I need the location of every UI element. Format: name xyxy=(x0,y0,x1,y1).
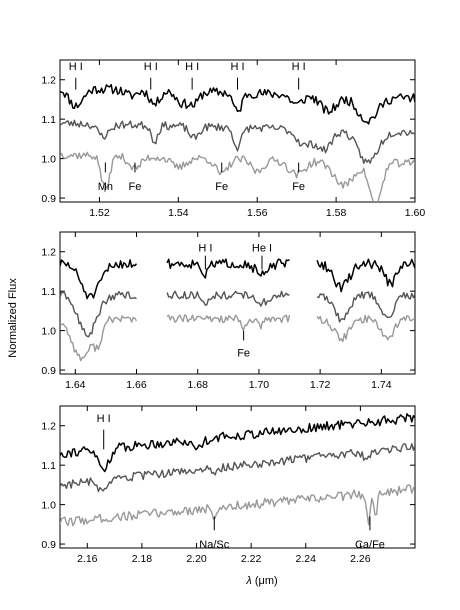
x-tick-label: 2.20 xyxy=(186,553,207,565)
x-axis-label: λ (μm) xyxy=(245,575,277,587)
line-label: Fe xyxy=(215,181,228,193)
panel-1: 1.52 1.54 1.56 1.58 1.60 0.9 1.0 1.1 1.2 H I H I H … xyxy=(41,59,426,219)
spectrum-series-1 xyxy=(316,258,415,293)
y-tick-label: 0.9 xyxy=(41,193,56,205)
x-tick-label: 1.74 xyxy=(371,379,392,391)
spectrum-series-1 xyxy=(60,413,415,473)
spectrum-series-3 xyxy=(60,151,415,202)
line-label: He I xyxy=(252,243,272,255)
x-tick-label: 1.70 xyxy=(249,379,270,391)
line-label: Fe xyxy=(237,347,250,359)
line-label: H I xyxy=(198,243,212,255)
panel-3: 2.16 2.18 2.20 2.22 2.24 2.26 0.9 1.0 1.1 1.2 H I N… xyxy=(41,405,416,565)
x-axis-unit: (μm) xyxy=(255,575,278,587)
y-axis-label: Normalized Flux xyxy=(7,278,19,358)
y-tick-label: 1.1 xyxy=(41,286,56,298)
panel-frame xyxy=(59,405,416,549)
x-tick-label: 1.72 xyxy=(310,379,331,391)
x-tick-label: 2.26 xyxy=(350,553,371,565)
x-tick-label: 1.56 xyxy=(247,207,268,219)
line-label: H I xyxy=(144,61,158,73)
line-label: Ca/Fe xyxy=(355,539,385,551)
x-tick-label: 2.16 xyxy=(77,553,98,565)
y-tick-label: 1.1 xyxy=(41,460,56,472)
spectrum-series-3 xyxy=(316,314,415,343)
spectrum-series-2 xyxy=(60,119,415,165)
y-tick-label: 1.2 xyxy=(41,247,56,259)
y-tick-label: 0.9 xyxy=(41,365,56,377)
spectrum-series-3 xyxy=(60,315,138,362)
panels: 1.52 1.54 1.56 1.58 1.60 0.9 1.0 1.1 1.2 H I H I H … xyxy=(41,59,426,565)
spectrum-series-3 xyxy=(60,484,415,527)
y-tick-label: 1.0 xyxy=(41,326,56,338)
x-tick-label: 1.64 xyxy=(65,379,86,391)
x-tick-label: 2.22 xyxy=(241,553,262,565)
panel-2: 1.64 1.66 1.68 1.70 1.72 1.74 0.9 1.0 1.1 1.2 H I H… xyxy=(41,231,416,391)
y-tick-label: 1.0 xyxy=(41,500,56,512)
spectrum-series-1 xyxy=(60,83,415,125)
spectrum-series-1 xyxy=(166,258,290,279)
x-tick-label: 2.18 xyxy=(132,553,153,565)
panel-frame xyxy=(59,59,416,203)
spectrum-series-2 xyxy=(60,290,137,338)
y-tick-label: 1.0 xyxy=(41,154,56,166)
line-label: Mn xyxy=(98,181,113,193)
x-tick-label: 1.52 xyxy=(89,207,110,219)
spectrum-series-3 xyxy=(166,314,291,331)
spectrum-series-1 xyxy=(60,259,138,300)
x-tick-label: 1.68 xyxy=(187,379,208,391)
line-label: H I xyxy=(69,61,83,73)
spectrum-series-2 xyxy=(316,291,415,323)
spectrum-series-2 xyxy=(60,443,415,493)
line-label: H I xyxy=(185,61,199,73)
x-tick-label: 1.60 xyxy=(405,207,426,219)
x-tick-label: 1.58 xyxy=(326,207,347,219)
line-label: Na/Sc xyxy=(199,539,229,551)
x-tick-label: 1.54 xyxy=(168,207,189,219)
line-label: Fe xyxy=(292,181,305,193)
y-tick-label: 1.2 xyxy=(41,75,56,87)
spectrum-series-2 xyxy=(166,290,290,307)
y-tick-label: 1.2 xyxy=(41,421,56,433)
line-label: Fe xyxy=(129,181,142,193)
x-axis-symbol: λ xyxy=(245,575,251,587)
line-label: H I xyxy=(97,413,111,425)
panel-frame xyxy=(59,231,416,375)
x-tick-label: 2.24 xyxy=(296,553,317,565)
y-tick-label: 1.1 xyxy=(41,114,56,126)
line-label: H I xyxy=(230,61,244,73)
line-label: H I xyxy=(292,61,306,73)
y-tick-label: 0.9 xyxy=(41,539,56,551)
x-tick-label: 1.66 xyxy=(126,379,147,391)
